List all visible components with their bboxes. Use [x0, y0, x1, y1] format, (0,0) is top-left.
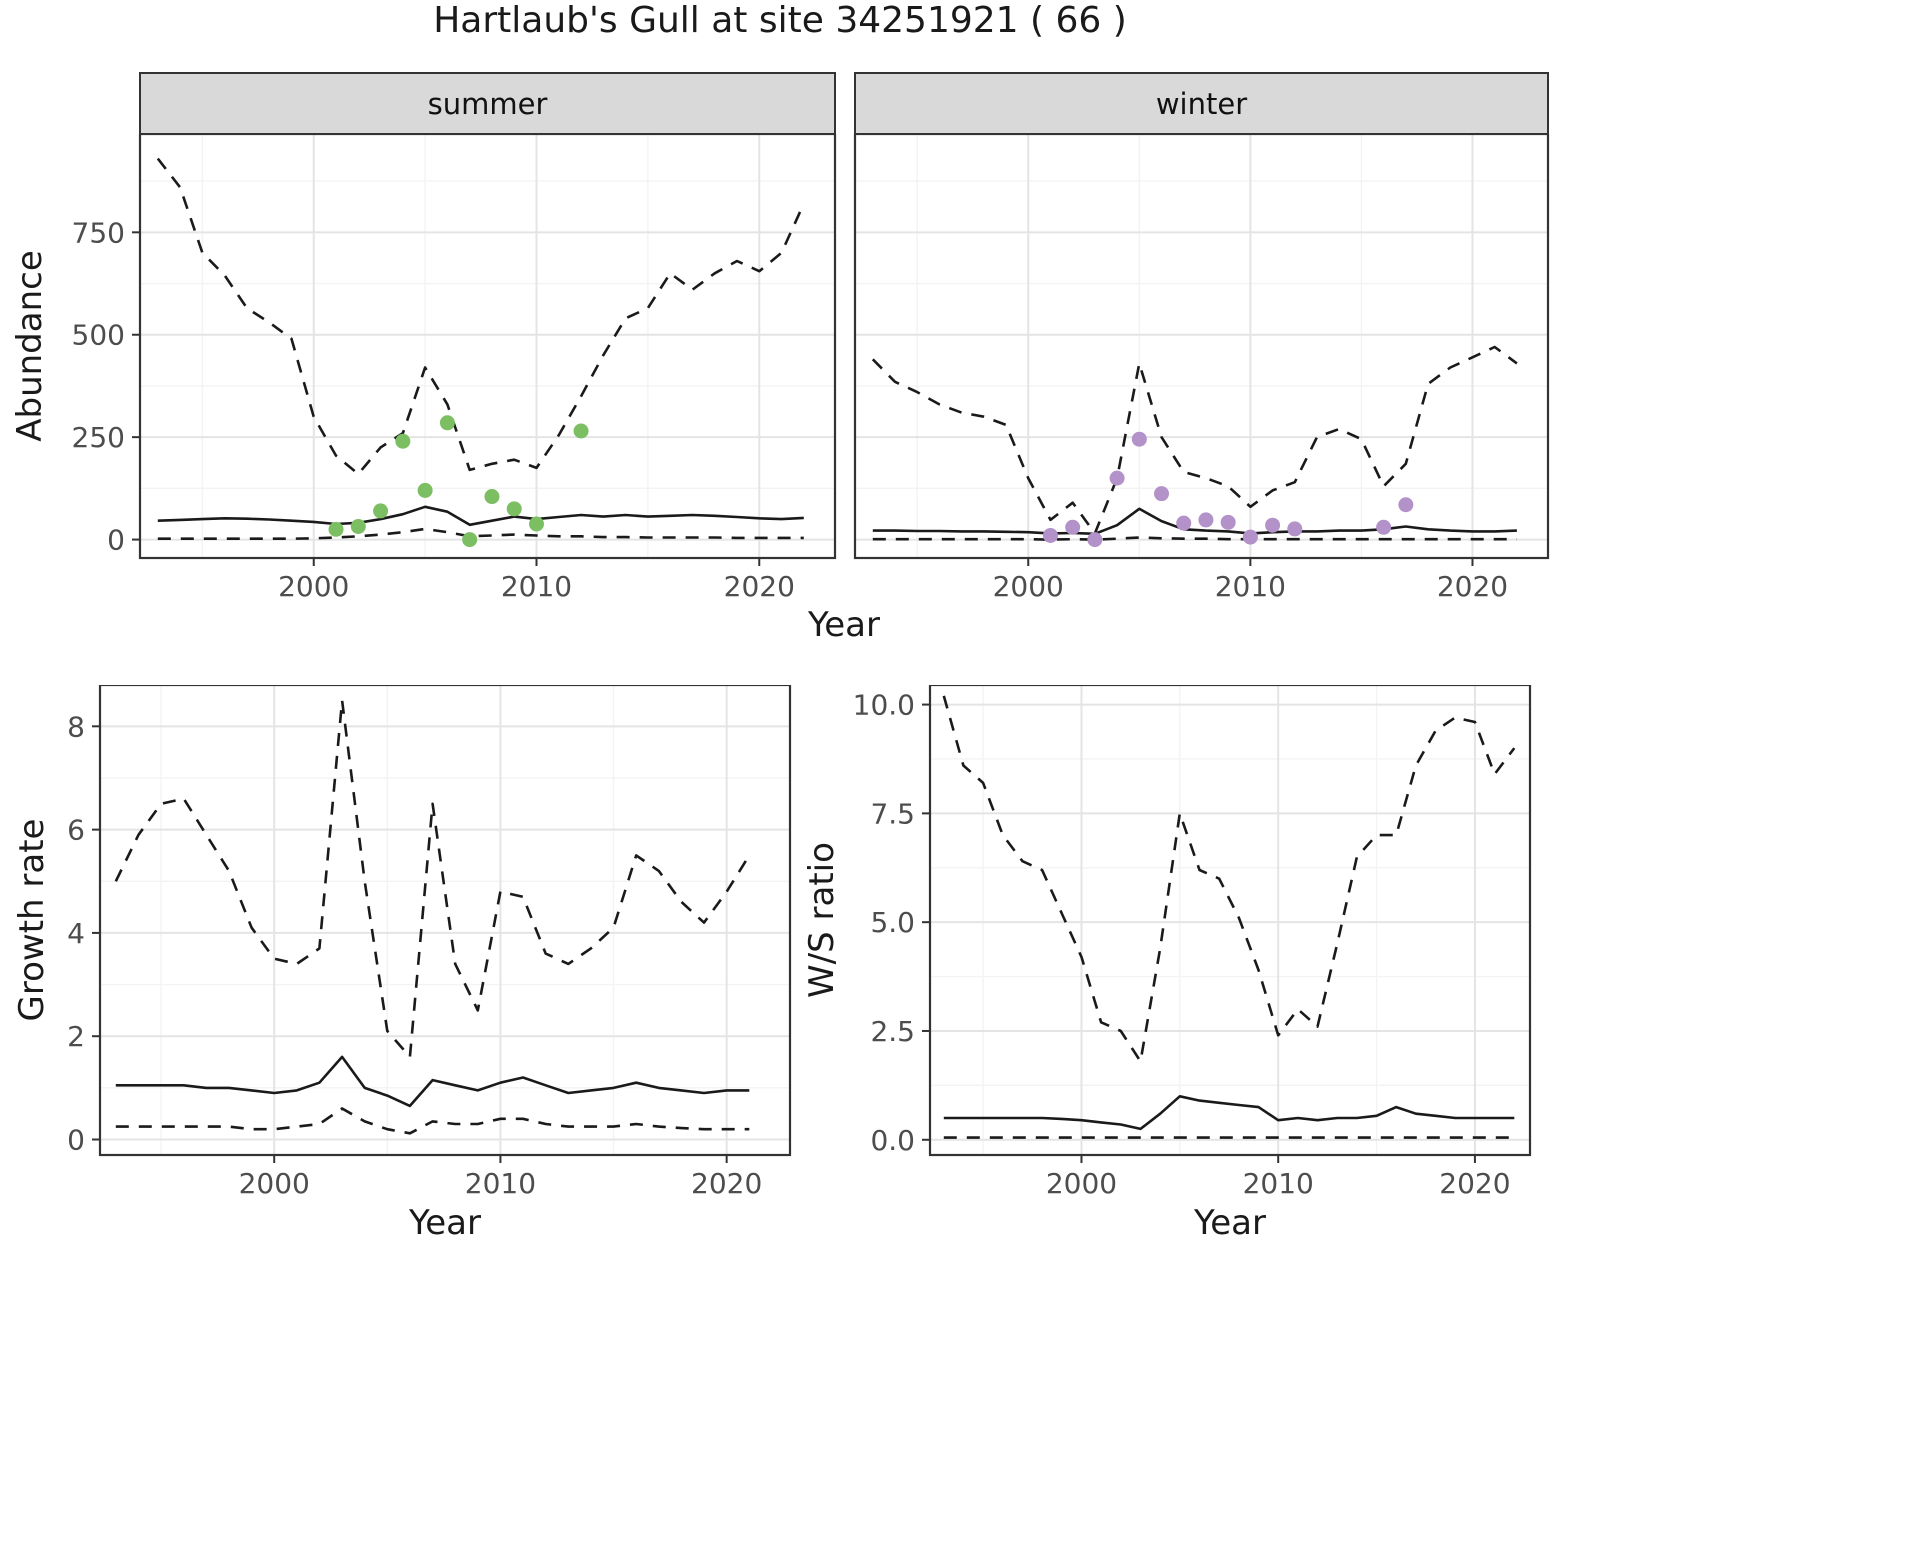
svg-text:2020: 2020 — [691, 1167, 762, 1200]
svg-text:2020: 2020 — [1439, 1167, 1510, 1200]
svg-text:2000: 2000 — [993, 570, 1064, 603]
svg-text:6: 6 — [67, 814, 85, 847]
svg-text:250: 250 — [72, 421, 125, 454]
facet-strip-summer-label: summer — [427, 86, 548, 121]
ws-ratio-axis-label: W/S ratio — [802, 842, 842, 998]
abundance-axis-label: Abundance — [10, 250, 50, 442]
svg-text:0: 0 — [67, 1124, 85, 1157]
facet-strip-summer: summer — [139, 72, 836, 135]
svg-text:2.5: 2.5 — [870, 1015, 915, 1048]
svg-text:2010: 2010 — [501, 570, 572, 603]
svg-text:0.0: 0.0 — [870, 1124, 915, 1157]
svg-text:500: 500 — [72, 319, 125, 352]
svg-text:2020: 2020 — [1437, 570, 1508, 603]
top-xaxis-label: Year — [808, 605, 880, 645]
svg-text:750: 750 — [72, 216, 125, 249]
growth-rate-panel: 2000 2010 2020 0 2 4 6 8 — [67, 685, 792, 1200]
svg-text:8: 8 — [67, 710, 85, 743]
svg-text:2010: 2010 — [1215, 570, 1286, 603]
svg-text:0: 0 — [107, 524, 125, 557]
abundance-summer-panel: 2000 2010 2020 0 250 500 750 — [72, 134, 837, 603]
ws-ratio-xaxis-label: Year — [1194, 1203, 1266, 1243]
growth-rate-axis-label: Growth rate — [12, 818, 52, 1022]
facet-strip-winter-label: winter — [1155, 86, 1248, 121]
facet-strip-winter: winter — [854, 72, 1549, 135]
ws-ratio-panel: 2000 2010 2020 0.0 2.5 5.0 7.5 10.0 — [853, 685, 1532, 1200]
svg-text:2000: 2000 — [239, 1167, 310, 1200]
figure-title: Hartlaub's Gull at site 34251921 ( 66 ) — [433, 0, 1127, 41]
svg-text:2010: 2010 — [1243, 1167, 1314, 1200]
svg-text:2000: 2000 — [278, 570, 349, 603]
svg-text:2000: 2000 — [1046, 1167, 1117, 1200]
svg-text:2: 2 — [67, 1020, 85, 1053]
svg-text:10.0: 10.0 — [853, 689, 915, 722]
svg-text:2020: 2020 — [724, 570, 795, 603]
svg-text:2010: 2010 — [465, 1167, 536, 1200]
growth-rate-xaxis-label: Year — [409, 1203, 481, 1243]
svg-text:4: 4 — [67, 917, 85, 950]
abundance-winter-panel: 2000 2010 2020 — [853, 134, 1550, 603]
svg-text:7.5: 7.5 — [870, 797, 915, 830]
svg-text:5.0: 5.0 — [870, 906, 915, 939]
